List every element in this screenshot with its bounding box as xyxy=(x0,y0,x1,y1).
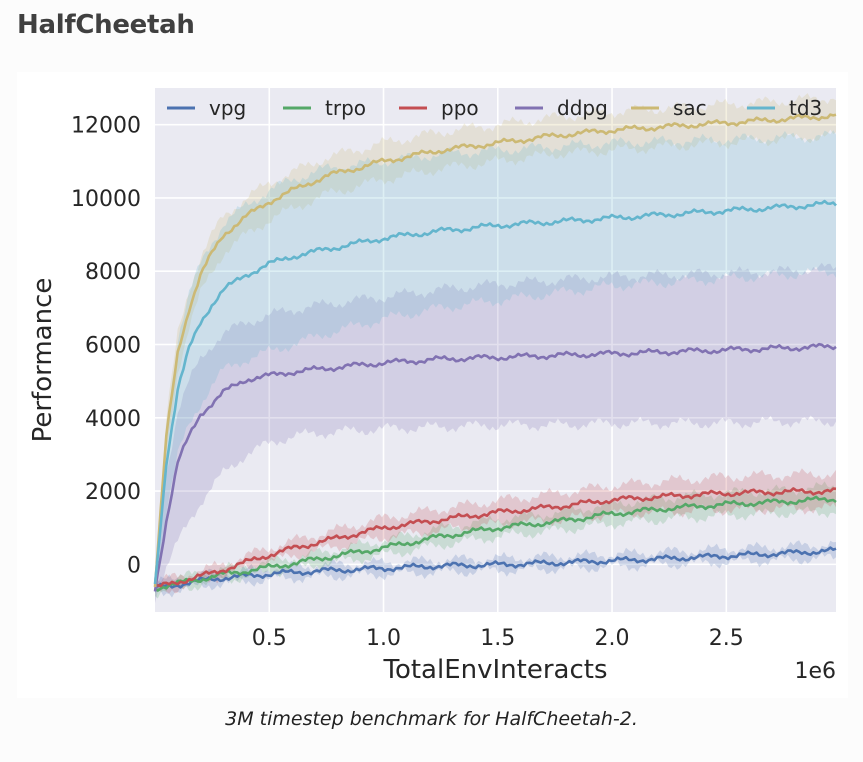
x-tick-label: 0.5 xyxy=(252,626,287,651)
y-tick-label: 10000 xyxy=(71,187,141,212)
x-tick-label: 2.5 xyxy=(709,626,744,651)
series-line-vpg xyxy=(154,546,837,589)
figure-caption: 3M timestep benchmark for HalfCheetah-2. xyxy=(225,708,638,730)
legend-label-td3: td3 xyxy=(789,96,822,120)
series-line-td3 xyxy=(153,199,837,585)
band-ppo xyxy=(155,468,836,594)
x-tick-label: 1.5 xyxy=(480,626,515,651)
y-tick-label: 2000 xyxy=(85,480,141,505)
figure-card: vpg trpo ppo ddpg sac td3 0 2000 4000 6000 8000 10… xyxy=(17,72,848,698)
y-tick-label: 6000 xyxy=(85,334,141,359)
performance-chart: vpg trpo ppo ddpg sac td3 0 2000 4000 6000 8000 10… xyxy=(28,88,837,685)
band-ddpg xyxy=(155,262,836,603)
x-tick-label: 2.0 xyxy=(595,626,630,651)
series-line-ddpg xyxy=(153,342,837,592)
x-tick-label: 1.0 xyxy=(366,626,401,651)
legend-label-trpo: trpo xyxy=(325,96,366,120)
series-line-trpo xyxy=(154,495,837,592)
series-line-ppo xyxy=(154,487,837,589)
y-tick-label: 0 xyxy=(127,553,141,578)
series-line-sac xyxy=(153,113,837,588)
y-tick-label: 12000 xyxy=(71,114,141,139)
x-axis-scale-label: 1e6 xyxy=(794,659,836,684)
y-tick-labels: 0 2000 4000 6000 8000 10000 12000 xyxy=(71,114,141,579)
x-axis-label: TotalEnvInteracts xyxy=(382,655,607,685)
legend-label-sac: sac xyxy=(673,96,707,120)
legend-label-vpg: vpg xyxy=(209,96,246,120)
y-axis-label: Performance xyxy=(28,278,58,443)
grid-lines xyxy=(155,88,836,612)
y-tick-label: 8000 xyxy=(85,260,141,285)
x-tick-labels: 0.5 1.0 1.5 2.0 2.5 xyxy=(252,626,744,651)
legend: vpg trpo ppo ddpg sac td3 xyxy=(167,96,822,120)
band-sac xyxy=(155,93,836,592)
y-tick-label: 4000 xyxy=(85,407,141,432)
series-lines xyxy=(153,113,837,592)
legend-label-ddpg: ddpg xyxy=(557,96,608,120)
band-td3 xyxy=(155,130,836,594)
page-heading: HalfCheetah xyxy=(17,10,195,40)
legend-label-ppo: ppo xyxy=(441,96,479,120)
